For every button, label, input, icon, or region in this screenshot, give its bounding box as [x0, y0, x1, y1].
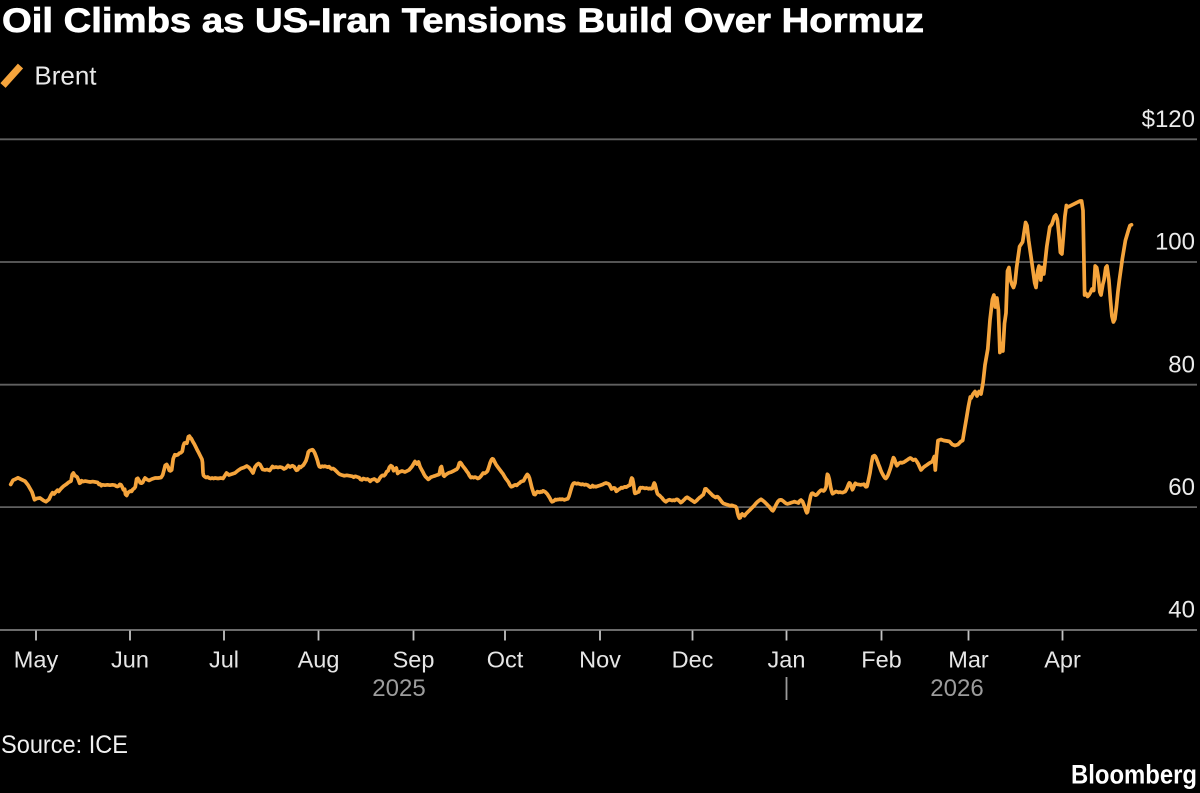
svg-text:Oil Climbs as US-Iran Tensions: Oil Climbs as US-Iran Tensions Build Ove…	[2, 2, 924, 40]
svg-text:Jan: Jan	[768, 647, 806, 673]
svg-text:Bloomberg: Bloomberg	[1071, 760, 1197, 790]
svg-text:Feb: Feb	[861, 647, 902, 673]
svg-text:Oct: Oct	[487, 647, 524, 673]
svg-text:Jul: Jul	[209, 647, 239, 673]
svg-text:40: 40	[1168, 597, 1195, 624]
svg-text:60: 60	[1168, 474, 1195, 501]
svg-text:Sep: Sep	[393, 647, 435, 673]
svg-text:80: 80	[1168, 351, 1195, 378]
svg-text:2026: 2026	[930, 675, 983, 702]
svg-text:Mar: Mar	[948, 647, 989, 673]
svg-text:Apr: Apr	[1044, 647, 1081, 673]
svg-text:May: May	[14, 647, 59, 673]
svg-text:Dec: Dec	[672, 647, 714, 673]
svg-text:Source: ICE: Source: ICE	[1, 731, 128, 759]
svg-text:Nov: Nov	[579, 647, 621, 673]
svg-text:2025: 2025	[372, 675, 425, 702]
svg-text:100: 100	[1155, 229, 1195, 256]
svg-text:Jun: Jun	[111, 647, 149, 673]
svg-text:$120: $120	[1142, 106, 1195, 133]
svg-text:Brent: Brent	[34, 61, 97, 91]
svg-text:Aug: Aug	[298, 647, 340, 673]
